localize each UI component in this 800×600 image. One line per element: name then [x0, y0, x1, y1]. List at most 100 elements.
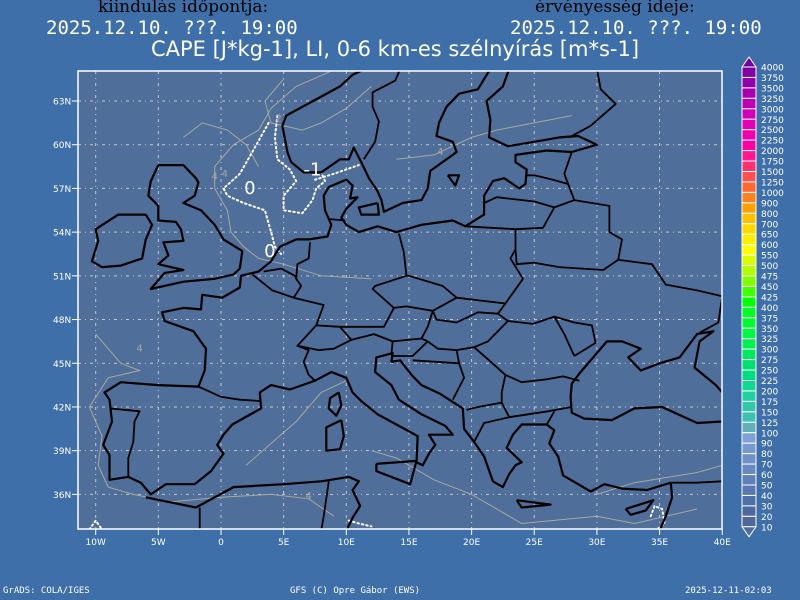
colorbar-box: [741, 66, 757, 78]
longitude-tick-label: 0: [218, 538, 224, 548]
colorbar-box: [741, 254, 757, 267]
colorbar-label: 325: [761, 335, 778, 345]
country-border: [316, 307, 395, 328]
country-border: [563, 151, 573, 185]
colorbar-label: 800: [761, 210, 778, 220]
latitude-tick-label: 45N: [53, 360, 71, 370]
colorbar-label: 375: [761, 314, 778, 324]
contour-label: 2: [275, 113, 281, 124]
colorbar-box: [741, 171, 757, 183]
colorbar-box: [741, 191, 757, 204]
colorbar-box: [741, 212, 757, 225]
li-contour-line: [245, 380, 347, 466]
country-border: [546, 410, 556, 425]
colorbar-box: [741, 463, 757, 476]
li-contours: [88, 71, 722, 529]
colorbar-box: [741, 474, 757, 486]
colorbar-box: [741, 390, 757, 402]
latitude-tick-label: 48N: [53, 316, 71, 326]
colorbar-label: 70: [761, 461, 773, 471]
map-area: [78, 71, 722, 529]
longitude-tick-label: 40E: [714, 538, 731, 548]
colorbar-label: 1250: [761, 178, 784, 188]
colorbar-box: [741, 223, 757, 235]
country-border: [390, 341, 394, 355]
colorbar-box: [741, 359, 757, 371]
li-contour-line: [396, 115, 572, 160]
colorbar-label: 200: [761, 387, 778, 397]
map-title: CAPE [J*kg-1], LI, 0-6 km-es szélnyírás …: [150, 37, 640, 61]
country-border: [292, 278, 303, 299]
li-contour-line: [264, 78, 372, 131]
colorbar-box: [741, 118, 757, 131]
contour-label: 0: [264, 241, 275, 262]
colorbar-box: [741, 494, 757, 507]
coastline: [127, 352, 674, 529]
colorbar-box: [741, 150, 757, 162]
country-border: [412, 359, 466, 401]
colorbar-label: 175: [761, 398, 778, 408]
colorbar-label: 10: [761, 523, 773, 533]
contour-label: 4: [306, 491, 312, 502]
colorbar-label: 125: [761, 419, 778, 429]
li-zero-contour: [347, 519, 373, 528]
colorbar-label: 900: [761, 199, 778, 209]
valid-time-value: 2025.12.10. ???. 19:00: [510, 17, 762, 39]
colorbar-label: 550: [761, 252, 778, 262]
contour-label: 4: [337, 64, 343, 75]
colorbar-box: [741, 411, 757, 423]
latitude-tick-label: 63N: [53, 98, 71, 108]
colorbar-box: [741, 76, 757, 89]
coastline: [569, 330, 722, 425]
country-border: [497, 302, 507, 315]
colorbar-box: [741, 338, 757, 350]
country-border: [500, 402, 572, 419]
colorbar-label: 30: [761, 502, 773, 512]
coastline: [90, 213, 154, 269]
map-frame: [77, 70, 723, 530]
init-time-label: kiindulás időpontja:: [98, 0, 269, 17]
colorbar-label: 600: [761, 241, 778, 251]
longitude-tick-label: 5W: [151, 538, 166, 548]
colorbar-box: [741, 306, 757, 319]
colorbar-box: [741, 442, 757, 455]
country-border: [483, 196, 555, 209]
colorbar-box: [741, 484, 757, 496]
country-border: [328, 218, 346, 222]
country-border: [473, 346, 580, 384]
latitude-tick-label: 36N: [53, 491, 71, 501]
contour-label: 0: [244, 178, 255, 199]
colorbar-label: 450: [761, 283, 778, 293]
cape-colorbar: 4000375035003250300027502500225020001750…: [741, 56, 784, 538]
colorbar-label: 425: [761, 293, 778, 303]
country-border: [109, 407, 141, 477]
colorbar-box: [741, 400, 757, 413]
colorbar-box: [741, 327, 757, 340]
country-border: [251, 273, 325, 382]
colorbar-box: [741, 453, 757, 465]
colorbar-box: [741, 432, 757, 444]
country-border: [351, 310, 434, 343]
colorbar-label: 225: [761, 377, 778, 387]
coastline: [102, 71, 599, 481]
colorbar-underflow-triangle: [741, 526, 757, 538]
colorbar-box: [741, 233, 757, 246]
country-border: [363, 71, 401, 160]
valid-time-label: érvényesség ideje:: [535, 0, 695, 17]
colorbar-box: [741, 97, 757, 110]
colorbar-box: [741, 139, 757, 152]
colorbar-label: 500: [761, 262, 778, 272]
colorbar-label: 80: [761, 450, 773, 460]
colorbar-box: [741, 244, 757, 256]
coastline: [624, 499, 655, 516]
colorbar-label: 400: [761, 304, 778, 314]
coastline: [145, 475, 362, 529]
colorbar-overflow-triangle: [741, 56, 757, 68]
country-border: [568, 71, 617, 139]
colorbar-box: [741, 285, 757, 298]
colorbar-label: 650: [761, 231, 778, 241]
colorbar-label: 700: [761, 220, 778, 230]
country-border: [618, 258, 722, 334]
latitude-tick-label: 39N: [53, 447, 71, 457]
